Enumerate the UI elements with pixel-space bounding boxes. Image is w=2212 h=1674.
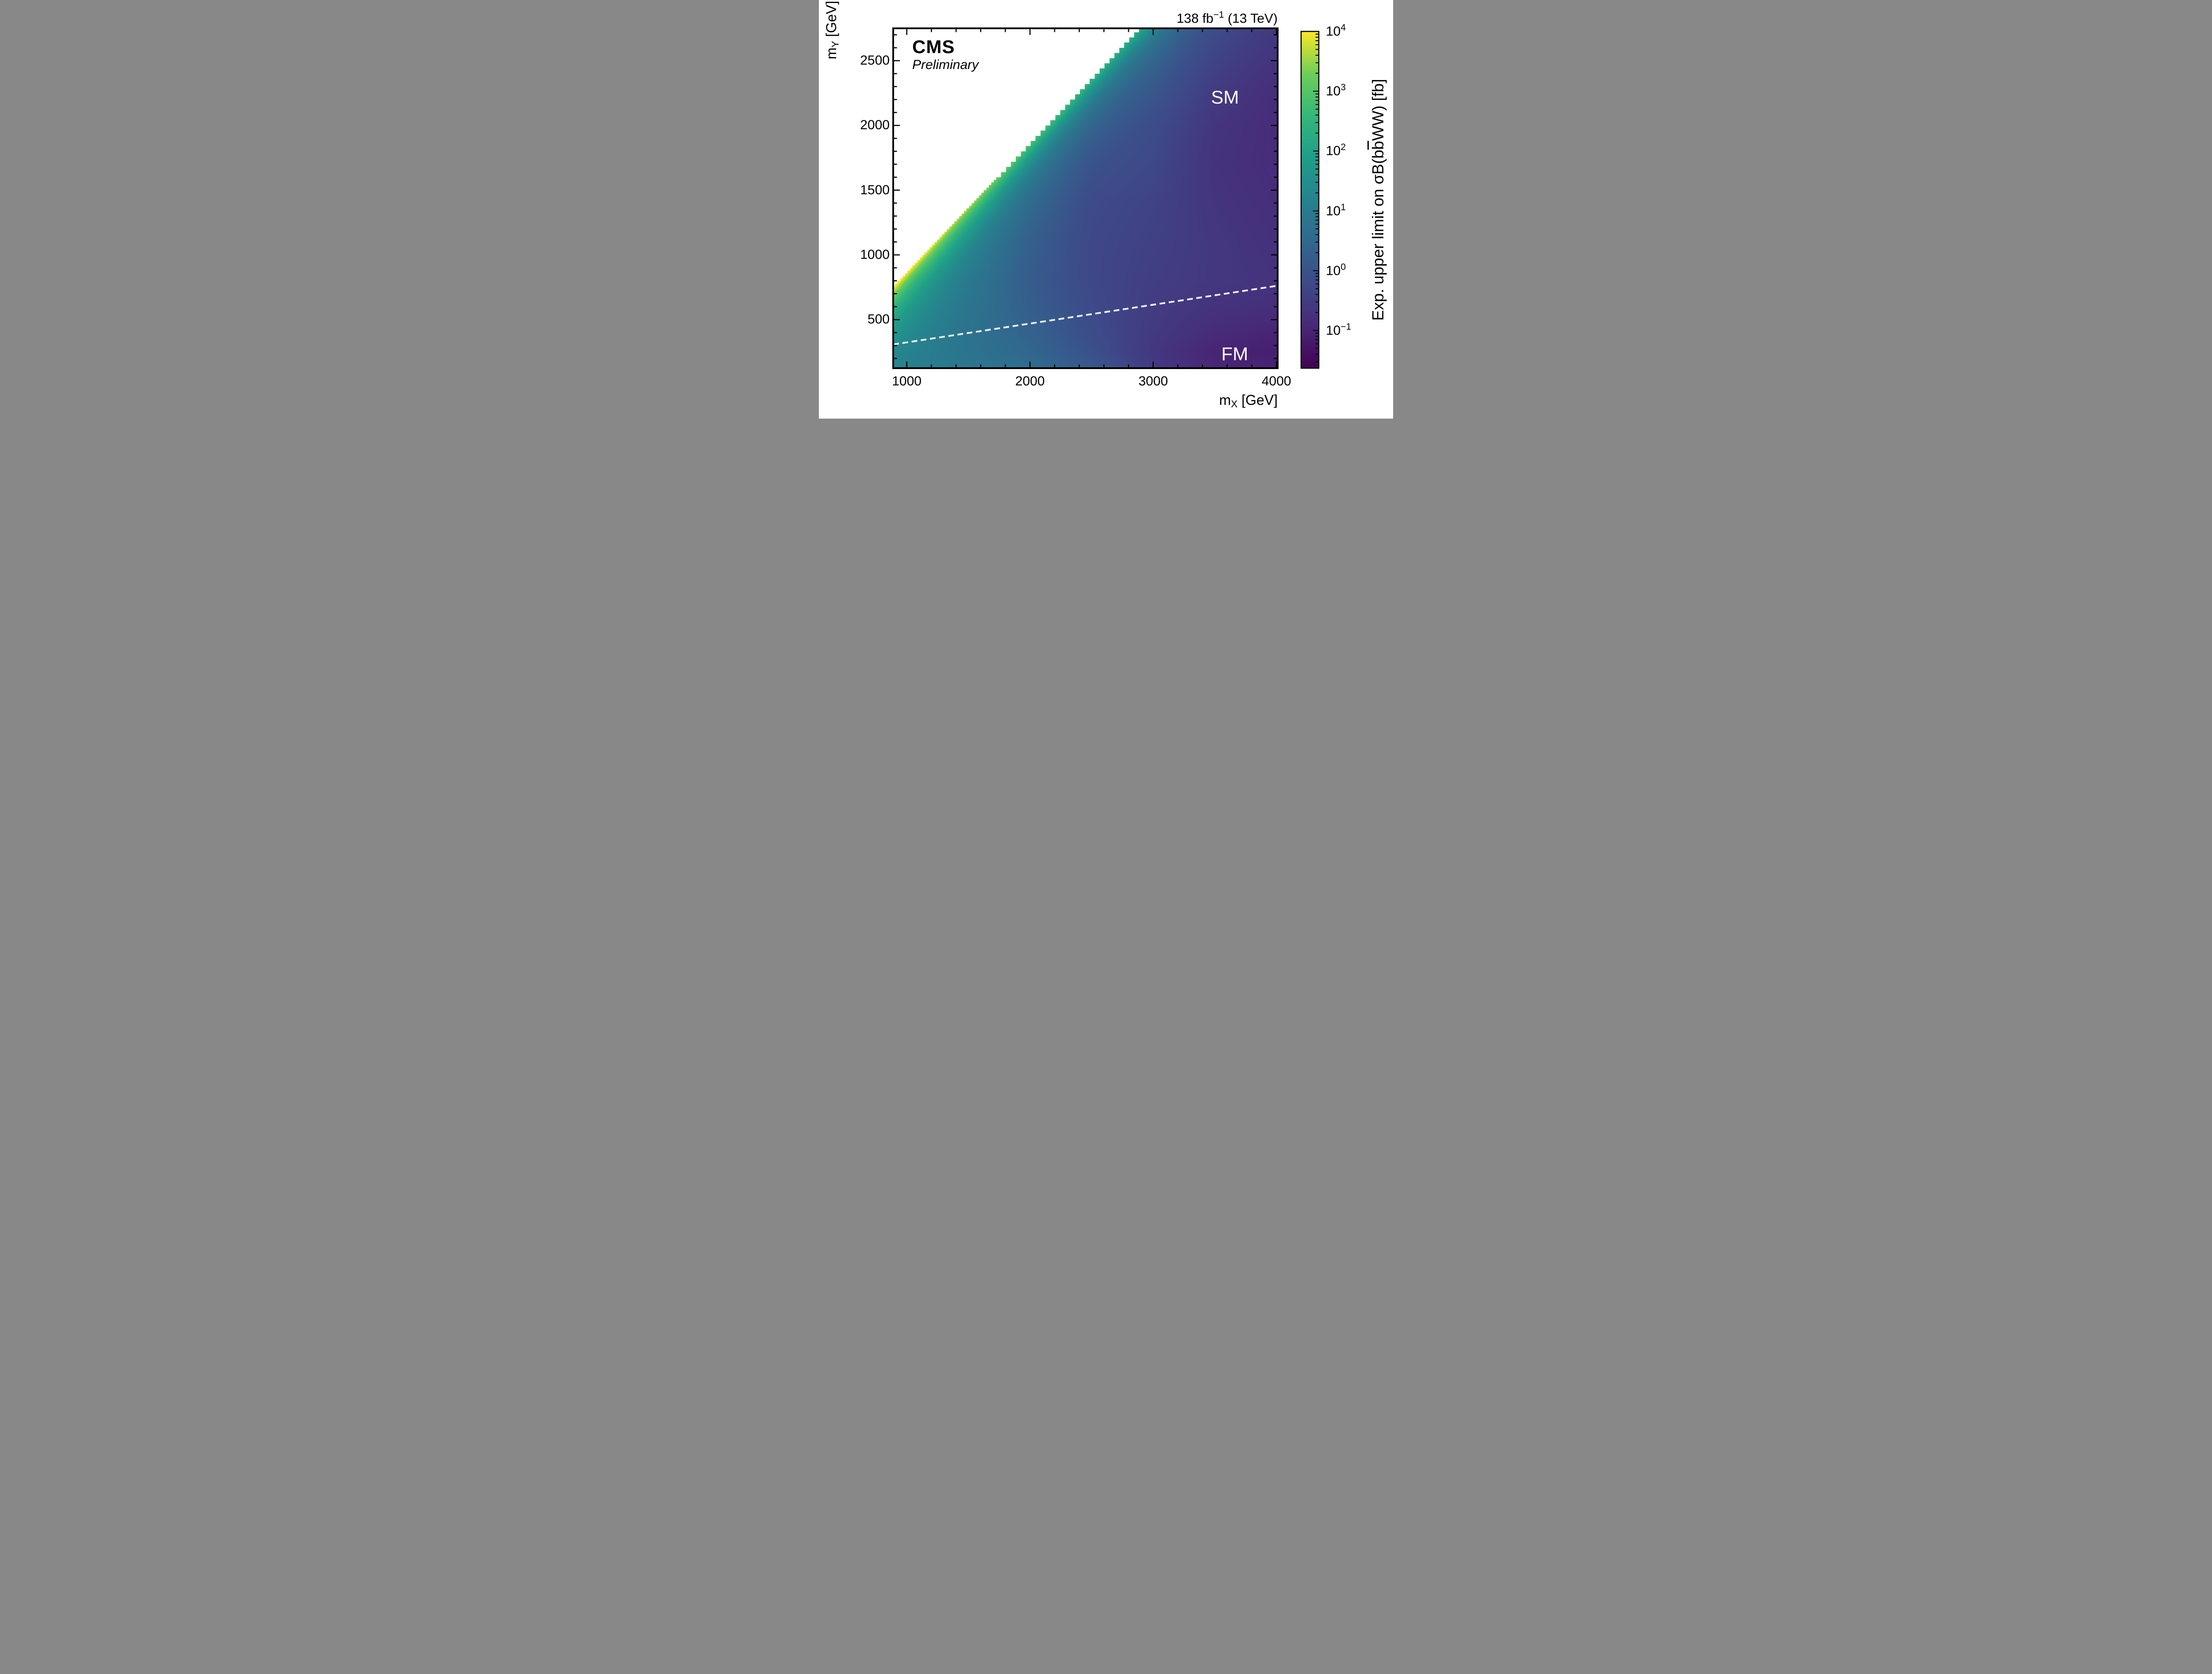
y-tick-label: 2000 [860,118,890,133]
x-axis-title: mX [GeV] [1219,392,1278,410]
heatmap-canvas [819,0,1393,419]
x-tick-label: 4000 [1261,374,1291,389]
region-label-fm: FM [1221,343,1248,364]
x-tick-label: 3000 [1138,374,1168,389]
x-tick-label: 1000 [892,374,922,389]
cms-logo-text: CMS [912,36,955,57]
preliminary-label: Preliminary [912,58,979,72]
colorbar-tick-label: 103 [1326,82,1346,99]
y-tick-label: 1000 [860,247,890,262]
colorbar-tick-label: 102 [1326,142,1346,158]
region-label-sm: SM [1211,87,1239,108]
colorbar-tick-label: 10−1 [1326,321,1352,338]
luminosity-energy-label: 138 fb−1 (13 TeV) [1176,10,1278,26]
y-tick-label: 1500 [860,182,890,197]
colorbar-tick-label: 104 [1326,23,1346,39]
y-axis-title: mY [GeV] [823,0,841,59]
colorbar-title: Exp. upper limit on σB(bbWW) [fb] [1369,79,1387,321]
y-tick-label: 500 [867,312,890,327]
cms-limit-figure: 138 fb−1 (13 TeV) CMS Preliminary SM FM … [819,0,1393,419]
y-tick-label: 2500 [860,53,890,68]
x-tick-label: 2000 [1015,374,1045,389]
colorbar-tick-label: 100 [1326,262,1346,278]
colorbar-tick-label: 101 [1326,202,1346,219]
